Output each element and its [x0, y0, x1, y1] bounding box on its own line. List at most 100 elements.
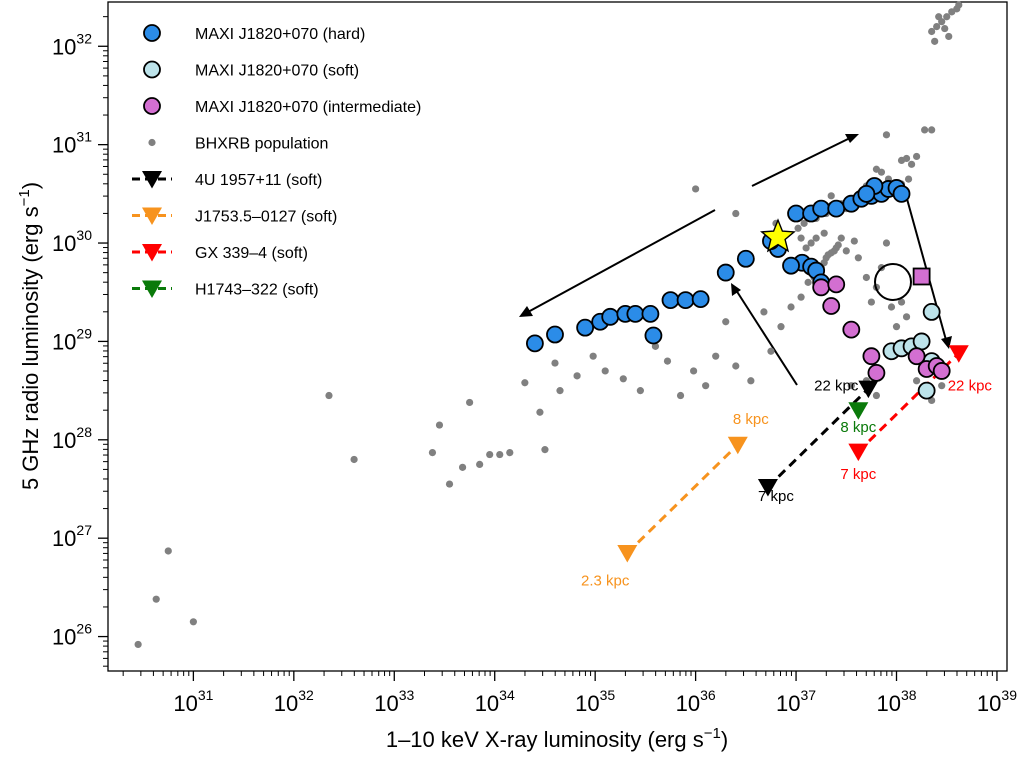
maxi-hard-point [716, 263, 735, 282]
population-point [938, 382, 946, 390]
x-tick-label: 1038 [876, 687, 916, 716]
soft-source-triangle [848, 443, 869, 462]
population-point [760, 308, 768, 316]
population-point [802, 244, 810, 252]
population-point [854, 254, 862, 262]
y-tick-label: 1032 [52, 30, 92, 59]
population-point [536, 408, 544, 416]
population-point [935, 13, 943, 21]
population-point [152, 595, 160, 603]
population-point [551, 359, 559, 367]
soft-source-triangle [617, 544, 638, 563]
population-point [862, 273, 870, 282]
population-point [812, 234, 820, 242]
legend-label: MAXI J1820+070 (intermediate) [195, 99, 421, 116]
maxi-hard-point [676, 291, 695, 309]
population-point [907, 160, 916, 168]
arrow-lower-left [527, 209, 716, 313]
highlight-ring [874, 263, 912, 301]
arrow-up-left [735, 289, 798, 386]
arrow-head [731, 283, 741, 296]
legend-marker-circle [143, 60, 161, 79]
maxi-hard-point [782, 256, 800, 275]
maxi-j1820-points [525, 177, 951, 400]
population-point [931, 37, 939, 45]
maxi-hard-point [661, 291, 680, 309]
population-point [690, 367, 698, 375]
soft-source-line [766, 387, 870, 489]
population-point [732, 362, 740, 370]
highlight-circle [874, 263, 912, 301]
population-point [807, 239, 815, 247]
population-point [847, 382, 855, 390]
population-point [928, 126, 936, 134]
legend-marker-circle [143, 24, 161, 42]
population-point [164, 547, 172, 555]
maxi-hard-point [546, 325, 564, 344]
population-point [921, 126, 929, 134]
population-point [428, 448, 437, 457]
population-point [794, 224, 802, 232]
population-point [842, 247, 850, 255]
population-point [486, 450, 494, 459]
maxi-soft-point [917, 381, 936, 400]
population-point [573, 372, 581, 380]
y-tick-label: 1026 [52, 621, 92, 650]
population-point [897, 298, 906, 306]
population-point [941, 24, 949, 33]
y-tick-labels: 1026 1027 1028 1029 1030 1031 1032 [52, 30, 92, 649]
distance-label: 22 kpc [814, 378, 859, 395]
population-point [325, 391, 333, 400]
soft-source-triangle [757, 479, 778, 497]
soft-source-lines [617, 345, 969, 563]
legend-marker-triangle [142, 244, 162, 262]
maxi-intermediate-point [822, 297, 841, 315]
population-point [445, 480, 454, 488]
maxi-hard-point [691, 290, 710, 309]
population-point [872, 391, 881, 400]
legend-label: MAXI J1820+070 (hard) [195, 26, 365, 43]
population-point [945, 32, 953, 41]
x-tick-label: 1033 [374, 687, 414, 716]
population-point [767, 347, 775, 355]
distance-label: 8 kpc [733, 411, 769, 428]
y-tick-label: 1031 [52, 129, 92, 158]
distance-annotations: 22 kpc 7 kpc 8 kpc 2.3 kpc 8 kpc 7 kpc 22 kpc [581, 378, 992, 590]
legend-label: BHXRB population [195, 136, 328, 153]
maxi-hard-point [827, 199, 846, 218]
arrow-head [845, 134, 859, 143]
maxi-intermediate-point [907, 347, 926, 366]
soft-source-triangle [948, 345, 969, 363]
population-point [877, 168, 886, 176]
soft-source-line [626, 443, 739, 555]
population-point [912, 152, 921, 161]
population-point [804, 278, 812, 286]
population-point [458, 463, 467, 471]
maxi-hard-point [601, 307, 620, 326]
population-point [556, 387, 564, 395]
distance-label: 22 kpc [948, 378, 993, 395]
population-point [466, 398, 474, 407]
y-tick-label: 1028 [52, 424, 92, 453]
legend-marker-triangle [142, 280, 162, 298]
population-point [350, 455, 358, 464]
population-point [912, 377, 921, 385]
population-point [541, 446, 549, 454]
population-point [887, 303, 896, 311]
legend-marker-circle [143, 97, 161, 115]
maxi-hard-point [641, 304, 660, 323]
population-point [902, 313, 911, 321]
maxi-hard-point [626, 304, 645, 323]
population-point [189, 618, 197, 626]
maxi-intermediate-point [812, 278, 831, 297]
maxi-hard-point [857, 184, 876, 203]
maxi-intermediate-point [827, 275, 846, 294]
population-point [787, 303, 795, 311]
population-point [867, 298, 875, 306]
soft-source-triangle [858, 380, 879, 399]
distance-label: 8 kpc [840, 419, 876, 436]
legend-label: GX 339–4 (soft) [195, 245, 308, 262]
y-tick-label: 1029 [52, 325, 92, 354]
minor-ticks [103, 16, 993, 676]
